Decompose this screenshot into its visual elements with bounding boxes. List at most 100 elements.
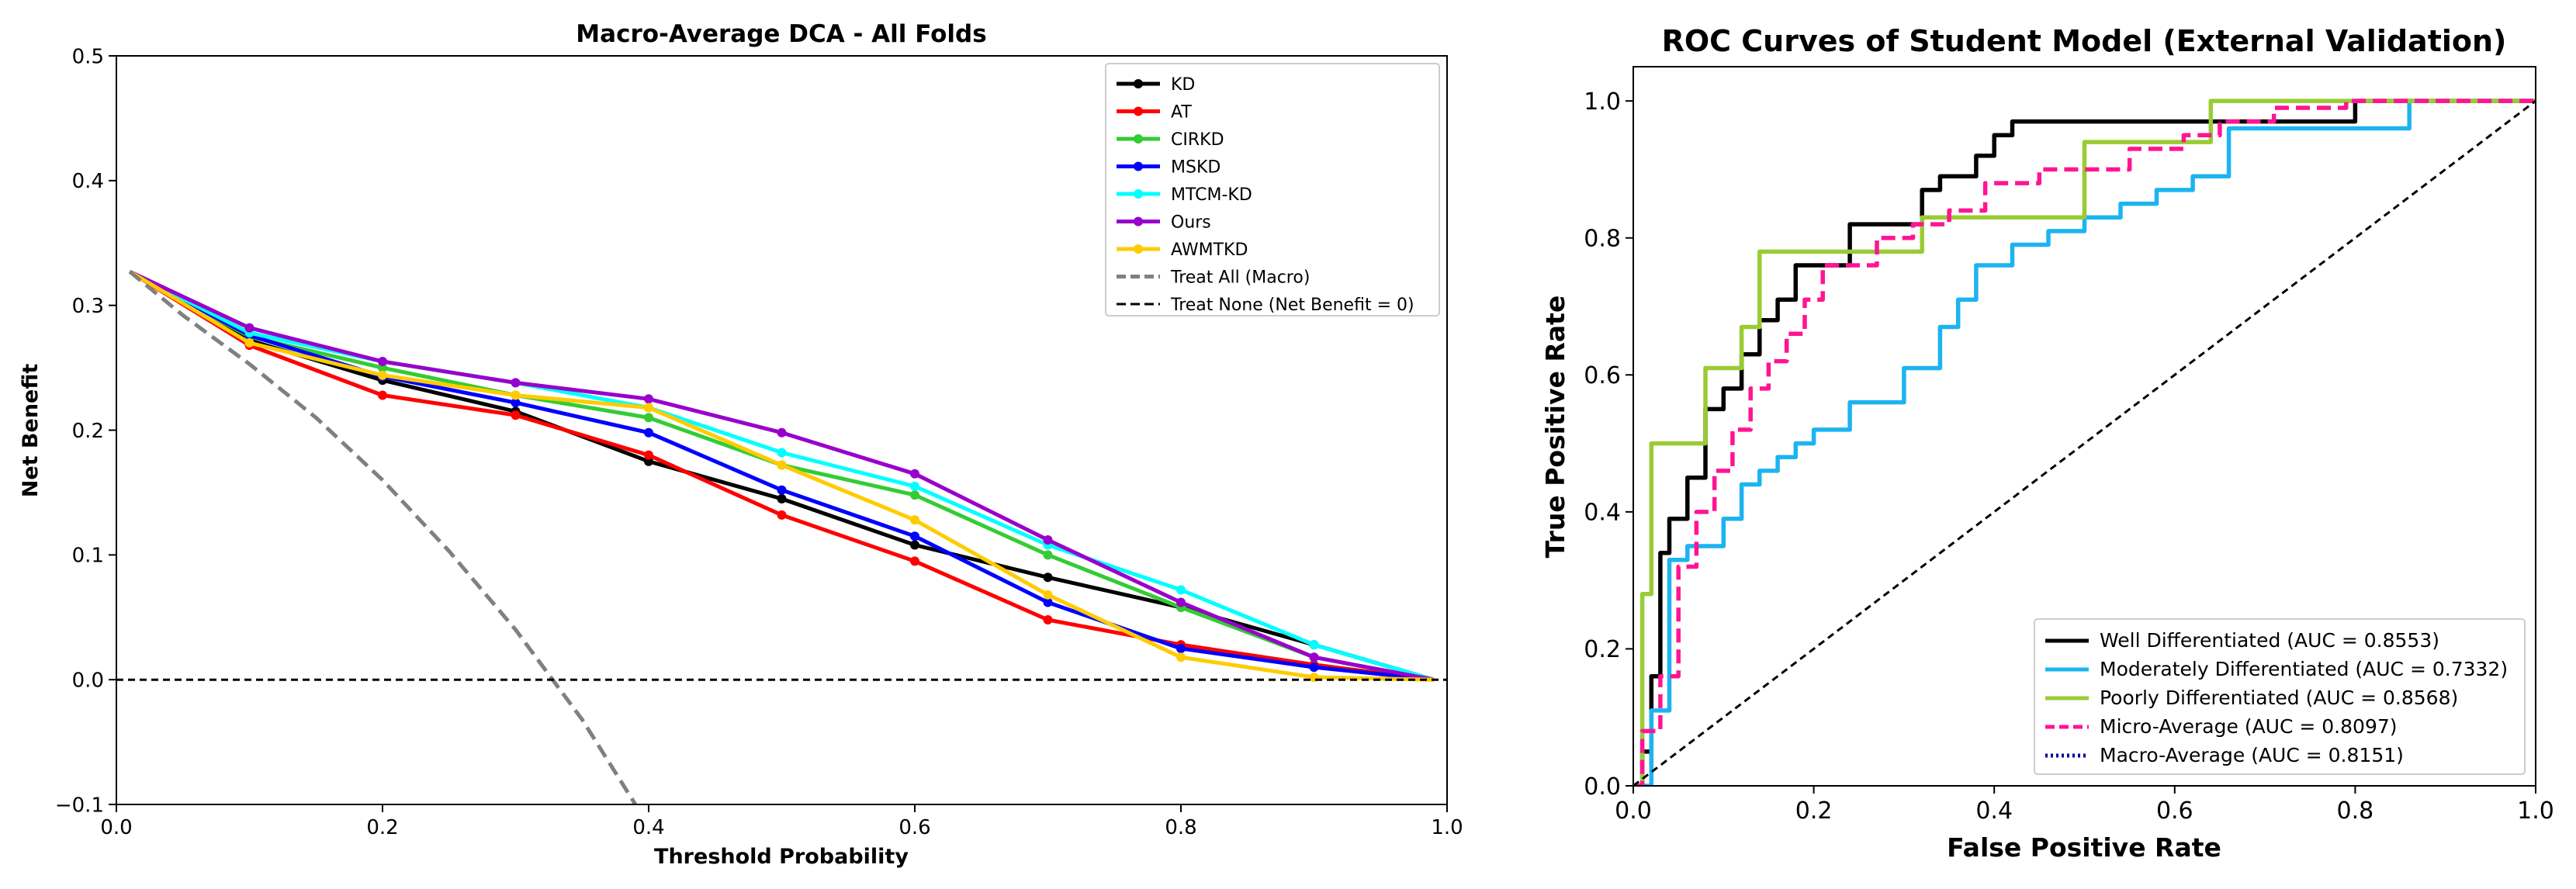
- series-point-0-5-9: [1309, 652, 1319, 662]
- x-tick-label-0-2: 0.4: [632, 816, 664, 839]
- dca-x-axis-label: Threshold Probability: [654, 845, 909, 869]
- series-line-0-5: [129, 269, 1435, 682]
- y-tick-label-1-2: 0.4: [1584, 500, 1621, 527]
- x-tick-label-1-2: 0.4: [1975, 797, 2013, 825]
- y-tick-label-1-1: 0.2: [1584, 636, 1621, 663]
- series-point-0-5-7: [1043, 535, 1053, 545]
- series-point-0-1-2: [378, 390, 387, 400]
- legend-box-1: [2034, 618, 2526, 775]
- series-point-0-0-7: [1043, 572, 1053, 583]
- legend-label-0-1: AT: [1171, 103, 1192, 123]
- series-point-0-3-9: [1309, 662, 1319, 673]
- y-tick-label-0-0: −0.1: [55, 794, 104, 817]
- series-point-0-3-8: [1176, 643, 1186, 653]
- series-point-0-3-5: [777, 485, 787, 495]
- series-point-0-5-3: [511, 378, 521, 388]
- x-tick-label-1-1: 0.2: [1795, 797, 1833, 825]
- series-point-0-3-4: [644, 427, 653, 438]
- roc-title: ROC Curves of Student Model (External Va…: [1662, 24, 2507, 58]
- series-point-0-1-7: [1043, 614, 1053, 624]
- roc-legend: Well Differentiated (AUC = 0.8553) Modera…: [2034, 618, 2526, 775]
- series-point-0-5-1: [244, 323, 254, 333]
- legend-label-0-2: CIRKD: [1171, 130, 1224, 150]
- series-point-0-6-8: [1176, 652, 1186, 662]
- legend-label-0-7: Treat All (Macro): [1170, 268, 1310, 288]
- series-point-0-5-8: [1176, 597, 1186, 607]
- legend-label-0-3: MSKD: [1171, 158, 1220, 178]
- series-point-0-6-4: [644, 403, 653, 413]
- y-tick-label-1-0: 0.0: [1584, 773, 1621, 801]
- y-tick-label-1-3: 0.6: [1584, 362, 1621, 389]
- series-point-0-1-4: [644, 450, 653, 460]
- series-point-0-6-1: [244, 337, 254, 348]
- y-tick-label-0-1: 0.0: [72, 669, 104, 693]
- series-line-0-6: [128, 270, 1434, 682]
- y-tick-label-0-6: 0.5: [72, 45, 104, 68]
- x-tick-label-1-0: 0.0: [1615, 797, 1652, 825]
- series-line-1-2: [1633, 99, 2536, 786]
- roc-y-axis-label: True Positive Rate: [1540, 296, 1570, 559]
- legend-label-0-8: Treat None (Net Benefit = 0): [1170, 296, 1414, 315]
- series-point-0-4-6: [910, 481, 919, 491]
- legend-label-0-5: Ours: [1171, 213, 1211, 233]
- legend-marker-0-2: [1134, 134, 1143, 144]
- y-tick-label-1-5: 1.0: [1584, 88, 1621, 116]
- legend-label-1-0: Well Differentiated (AUC = 0.8553): [2100, 629, 2439, 652]
- legend-label-0-0: KD: [1171, 75, 1195, 95]
- series-point-0-6-5: [777, 460, 787, 470]
- dca-y-axis-label: Net Benefit: [19, 364, 43, 498]
- series-line-1-5: [1633, 99, 2536, 786]
- legend-label-1-1: Moderately Differentiated (AUC = 0.7332): [2100, 658, 2508, 680]
- x-tick-label-0-5: 1.0: [1431, 816, 1463, 839]
- legend-label-1-2: Poorly Differentiated (AUC = 0.8568): [2100, 687, 2458, 709]
- dca-chart: Macro-Average DCA - All Folds 0.0 0.2 0.4 0…: [19, 20, 1463, 869]
- series-point-0-2-4: [644, 413, 653, 423]
- legend-label-0-6: AWMTKD: [1171, 240, 1248, 260]
- dca-legend: KD AT CIRKD MSKD MTCM-KD Ours AWMTKD Treat All …: [1105, 63, 1440, 317]
- series-point-0-6-3: [511, 390, 521, 400]
- x-tick-label-1-5: 1.0: [2517, 797, 2554, 825]
- y-tick-label-0-2: 0.1: [72, 545, 104, 568]
- dca-series-lines: [116, 269, 1447, 804]
- x-tick-label-0-3: 0.6: [898, 816, 930, 839]
- series-line-1-1: [1633, 99, 2536, 786]
- series-line-0-1: [128, 270, 1435, 682]
- series-point-0-4-9: [1309, 640, 1319, 650]
- series-line-0-7: [128, 270, 638, 804]
- series-point-0-2-6: [910, 490, 919, 500]
- y-tick-label-1-4: 0.8: [1584, 226, 1621, 253]
- y-tick-label-0-3: 0.2: [72, 420, 104, 443]
- series-line-0-3: [129, 269, 1435, 682]
- series-point-0-2-7: [1043, 550, 1053, 560]
- roc-chart: ROC Curves of Student Model (External Va…: [1540, 24, 2554, 863]
- roc-ticks: 0.0 0.2 0.4 0.6 0.8 1.0 0.0 0.2 0.4 0.6 0.8 1.0: [1584, 88, 2554, 825]
- dca-title: Macro-Average DCA - All Folds: [576, 20, 986, 48]
- series-point-0-0-6: [910, 540, 919, 550]
- series-point-0-5-5: [777, 427, 787, 438]
- series-line-0-0: [128, 270, 1435, 682]
- legend-marker-0-0: [1134, 79, 1143, 88]
- legend-marker-0-6: [1134, 244, 1143, 254]
- legend-marker-0-5: [1134, 216, 1143, 227]
- legend-label-1-4: Macro-Average (AUC = 0.8151): [2100, 744, 2404, 766]
- legend-label-0-4: MTCM-KD: [1171, 185, 1252, 205]
- series-line-0-4: [129, 269, 1435, 682]
- dca-ticks: 0.0 0.2 0.4 0.6 0.8 1.0−0.10.00.10.20.30.40.5: [55, 45, 1463, 839]
- roc-x-axis-label: False Positive Rate: [1947, 832, 2221, 863]
- series-point-0-6-7: [1043, 590, 1053, 600]
- x-tick-label-0-1: 0.2: [366, 816, 398, 839]
- series-line-1-3: [1633, 99, 2536, 786]
- series-point-0-6-2: [378, 370, 387, 380]
- y-tick-label-0-4: 0.3: [72, 295, 104, 318]
- series-point-0-6-6: [910, 515, 919, 525]
- x-tick-label-0-0: 0.0: [100, 816, 132, 839]
- series-line-1-0: [1633, 99, 2536, 786]
- series-point-0-4-5: [777, 448, 787, 458]
- roc-plot-frame: [1633, 66, 2536, 787]
- legend-box-0: [1105, 63, 1440, 317]
- legend-marker-0-3: [1134, 161, 1143, 171]
- series-point-0-5-6: [910, 469, 919, 479]
- x-tick-label-1-3: 0.6: [2156, 797, 2193, 825]
- series-point-0-1-6: [910, 556, 919, 566]
